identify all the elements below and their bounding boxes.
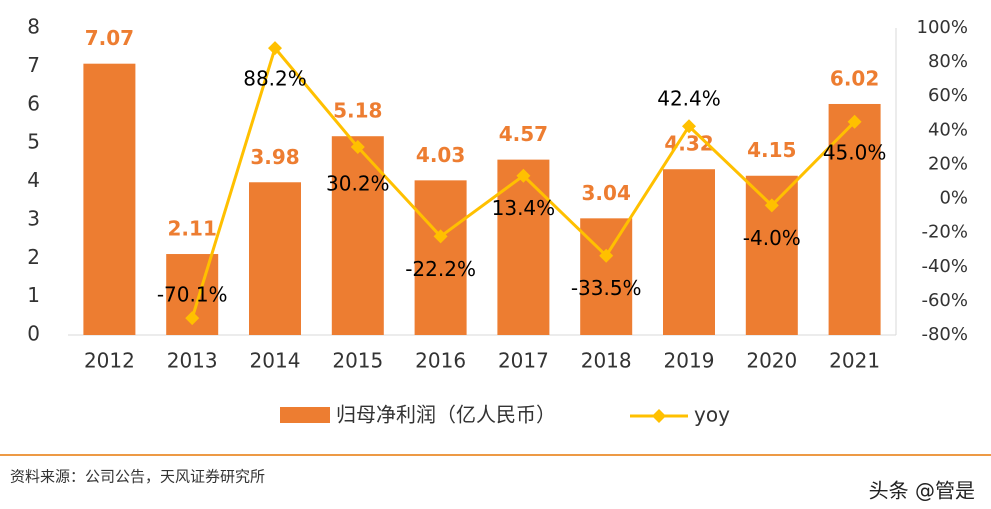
bar-value-label: 5.18: [333, 99, 382, 123]
x-tick-label: 2020: [746, 349, 797, 373]
y2-tick-label: 20%: [928, 153, 968, 174]
watermark: 头条 @管是: [869, 479, 975, 503]
x-tick-label: 2013: [167, 349, 218, 373]
bar-value-label: 7.07: [85, 26, 134, 50]
legend-label: yoy: [694, 403, 730, 427]
x-tick-label: 2015: [332, 349, 383, 373]
y2-tick-label: -80%: [921, 324, 968, 345]
y-tick-label: 8: [27, 15, 40, 39]
bar: [828, 103, 881, 335]
y-tick-label: 1: [27, 283, 40, 307]
y-tick-label: 0: [27, 322, 40, 346]
x-tick-label: 2019: [664, 349, 715, 373]
line-marker: [433, 229, 448, 244]
line-value-label: -4.0%: [743, 226, 801, 250]
y2-tick-label: 100%: [917, 17, 968, 38]
line-marker: [350, 140, 365, 155]
bar: [249, 182, 301, 335]
y2-tick-label: 60%: [928, 85, 968, 106]
y2-tick-label: 0%: [939, 188, 968, 209]
bar-value-label: 6.02: [830, 66, 879, 90]
y2-tick-label: -20%: [921, 222, 968, 243]
line-marker: [185, 311, 200, 326]
line-marker: [516, 168, 531, 183]
line-value-label: -70.1%: [157, 283, 228, 307]
line-value-label: -33.5%: [571, 276, 642, 300]
line-value-label: 13.4%: [492, 196, 556, 220]
x-tick-label: 2016: [415, 349, 466, 373]
bar: [83, 63, 136, 335]
bar-value-label: 4.57: [499, 122, 548, 146]
bar: [497, 159, 550, 335]
bar: [414, 180, 467, 335]
y2-tick-label: -60%: [921, 290, 968, 311]
bar: [663, 169, 715, 335]
legend-swatch: [280, 407, 330, 423]
bar-value-label: 3.04: [582, 181, 631, 205]
line-value-label: 88.2%: [243, 67, 307, 91]
y-tick-label: 6: [27, 91, 40, 115]
line-marker: [682, 119, 696, 134]
bar-value-label: 4.15: [747, 138, 796, 162]
line-value-label: 45.0%: [823, 140, 887, 164]
x-tick-label: 2021: [829, 349, 880, 373]
legend-swatch: [652, 409, 666, 423]
y2-tick-label: 80%: [928, 51, 968, 72]
bar: [331, 136, 384, 335]
line-value-label: -22.2%: [405, 257, 476, 281]
line-marker: [764, 198, 779, 213]
x-tick-label: 2018: [581, 349, 632, 373]
line-value-label: 30.2%: [326, 172, 390, 196]
legend-label: 归母净利润（亿人民币）: [336, 403, 556, 427]
bar-value-label: 3.98: [250, 145, 299, 169]
y-tick-label: 3: [27, 206, 40, 230]
y-tick-label: 5: [27, 130, 40, 154]
line-marker: [847, 114, 862, 129]
y-tick-label: 2: [27, 245, 40, 269]
y-tick-label: 7: [27, 53, 40, 77]
x-tick-label: 2017: [498, 349, 549, 373]
bar-value-label: 2.11: [168, 217, 217, 241]
line-value-label: 42.4%: [657, 87, 721, 111]
source-note: 资料来源：公司公告，天风证券研究所: [10, 468, 265, 486]
bar-value-label: 4.03: [416, 143, 465, 167]
x-tick-label: 2012: [84, 349, 135, 373]
y2-tick-label: 40%: [928, 119, 968, 140]
y2-tick-label: -40%: [921, 256, 968, 277]
line-marker: [599, 248, 614, 263]
line-marker: [268, 41, 282, 56]
y-tick-label: 4: [27, 168, 40, 192]
x-tick-label: 2014: [250, 349, 301, 373]
